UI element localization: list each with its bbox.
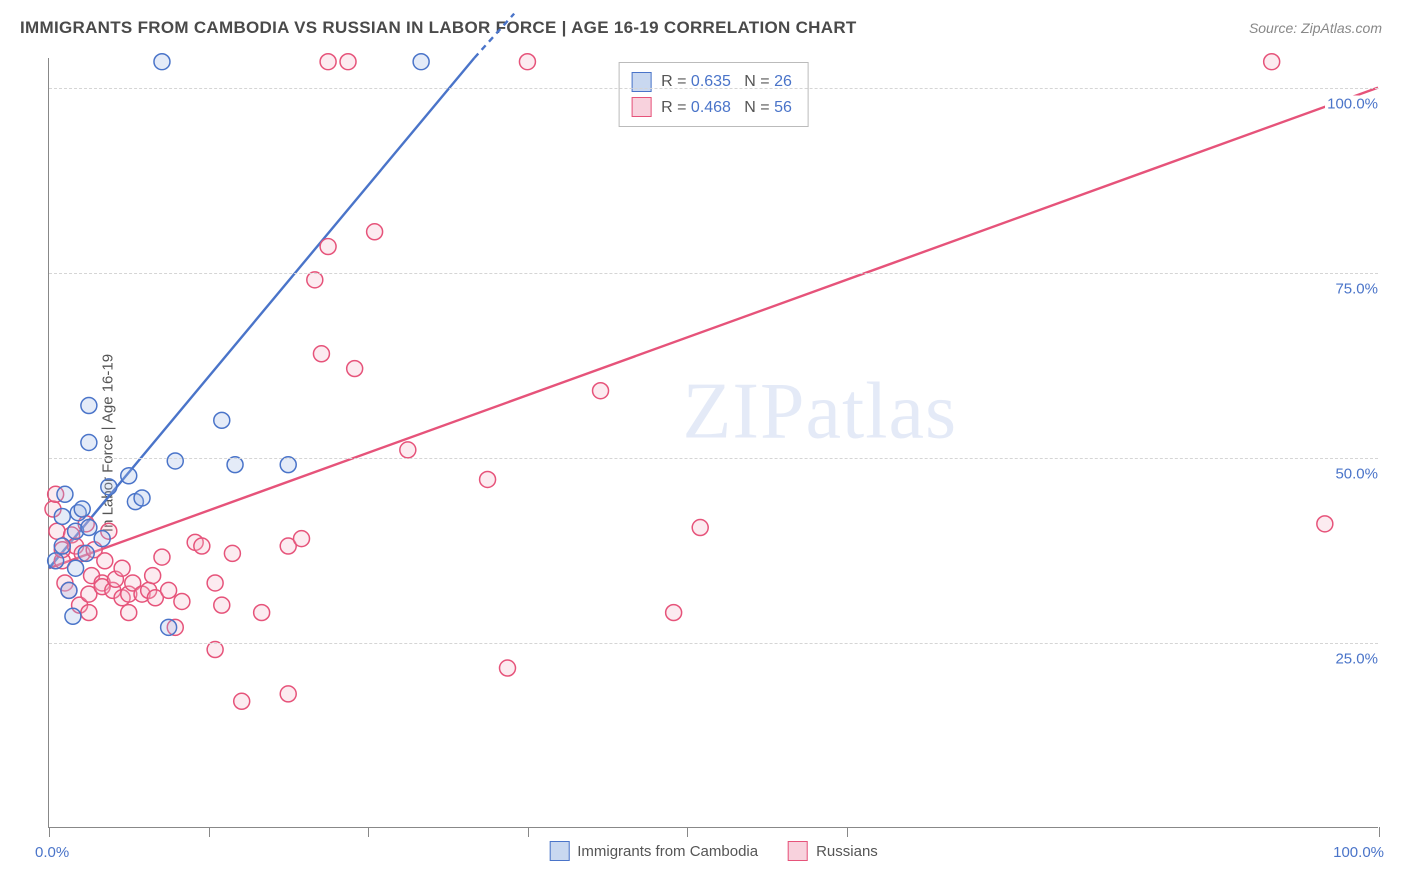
legend-row-cambodia: R = 0.635 N = 26 (631, 69, 792, 95)
gridline-h (49, 273, 1378, 274)
data-point-russians (254, 605, 270, 621)
y-tick-label: 25.0% (1333, 650, 1380, 667)
x-tick (209, 827, 210, 837)
data-point-cambodia (81, 435, 97, 451)
swatch-russians-2 (788, 841, 808, 861)
data-point-russians (400, 442, 416, 458)
data-point-cambodia (167, 453, 183, 469)
data-point-cambodia (121, 468, 137, 484)
data-point-russians (519, 54, 535, 70)
data-point-russians (234, 693, 250, 709)
data-point-russians (500, 660, 516, 676)
data-point-russians (154, 549, 170, 565)
data-point-cambodia (61, 582, 77, 598)
swatch-cambodia (631, 72, 651, 92)
series-legend: Immigrants from Cambodia Russians (549, 841, 878, 861)
data-point-cambodia (74, 501, 90, 517)
data-point-cambodia (101, 479, 117, 495)
data-point-russians (320, 54, 336, 70)
data-point-russians (81, 605, 97, 621)
swatch-russians (631, 97, 651, 117)
data-point-cambodia (54, 508, 70, 524)
data-point-russians (145, 568, 161, 584)
chart-title: IMMIGRANTS FROM CAMBODIA VS RUSSIAN IN L… (20, 18, 857, 38)
data-point-russians (121, 605, 137, 621)
data-point-cambodia (81, 398, 97, 414)
chart-plot-area: In Labor Force | Age 16-19 ZIPatlas R = … (48, 58, 1378, 828)
data-point-cambodia (154, 54, 170, 70)
swatch-cambodia-2 (549, 841, 569, 861)
data-point-russians (207, 575, 223, 591)
data-point-cambodia (214, 412, 230, 428)
correlation-legend-box: R = 0.635 N = 26 R = 0.468 N = 56 (618, 62, 809, 127)
data-point-russians (666, 605, 682, 621)
y-tick-label: 50.0% (1333, 465, 1380, 482)
data-point-cambodia (65, 608, 81, 624)
data-point-russians (313, 346, 329, 362)
data-point-russians (692, 520, 708, 536)
data-point-cambodia (413, 54, 429, 70)
gridline-h (49, 88, 1378, 89)
data-point-russians (593, 383, 609, 399)
data-point-russians (194, 538, 210, 554)
legend-item-cambodia: Immigrants from Cambodia (549, 841, 758, 861)
legend-row-russians: R = 0.468 N = 56 (631, 95, 792, 121)
legend-item-russians: Russians (788, 841, 878, 861)
scatter-svg (49, 58, 1378, 827)
legend-label-cambodia: Immigrants from Cambodia (577, 843, 758, 860)
data-point-russians (224, 545, 240, 561)
x-tick (687, 827, 688, 837)
data-point-russians (320, 239, 336, 255)
x-tick (1379, 827, 1380, 837)
data-point-cambodia (57, 486, 73, 502)
data-point-russians (347, 361, 363, 377)
data-point-russians (174, 593, 190, 609)
y-tick-label: 100.0% (1325, 95, 1380, 112)
data-point-cambodia (54, 538, 70, 554)
data-point-cambodia (78, 545, 94, 561)
data-point-russians (480, 471, 496, 487)
data-point-cambodia (94, 531, 110, 547)
data-point-russians (1317, 516, 1333, 532)
data-point-russians (214, 597, 230, 613)
x-tick (528, 827, 529, 837)
data-point-russians (294, 531, 310, 547)
data-point-cambodia (68, 560, 84, 576)
data-point-russians (207, 642, 223, 658)
data-point-cambodia (134, 490, 150, 506)
x-tick (49, 827, 50, 837)
data-point-russians (161, 582, 177, 598)
data-point-cambodia (81, 520, 97, 536)
legend-label-russians: Russians (816, 843, 878, 860)
data-point-russians (307, 272, 323, 288)
data-point-russians (114, 560, 130, 576)
data-point-russians (1264, 54, 1280, 70)
data-point-cambodia (48, 553, 64, 569)
gridline-h (49, 458, 1378, 459)
data-point-cambodia (227, 457, 243, 473)
x-tick (847, 827, 848, 837)
x-tick (368, 827, 369, 837)
data-point-russians (340, 54, 356, 70)
data-point-russians (280, 686, 296, 702)
data-point-russians (49, 523, 65, 539)
data-point-russians (367, 224, 383, 240)
data-point-cambodia (280, 457, 296, 473)
x-axis-label-min: 0.0% (35, 844, 69, 861)
gridline-h (49, 643, 1378, 644)
source-label: Source: ZipAtlas.com (1249, 20, 1382, 36)
x-axis-label-max: 100.0% (1333, 844, 1384, 861)
data-point-cambodia (161, 619, 177, 635)
data-point-russians (97, 553, 113, 569)
y-tick-label: 75.0% (1333, 280, 1380, 297)
